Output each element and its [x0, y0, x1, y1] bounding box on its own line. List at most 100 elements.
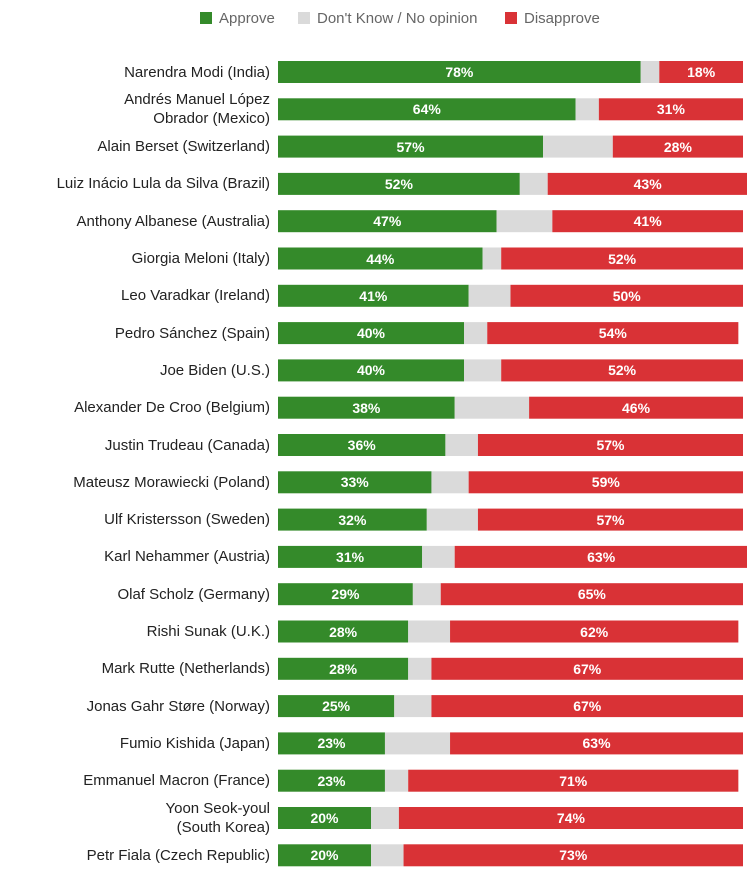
bar-segment-dont-know — [408, 620, 451, 643]
data-label-approve: 28% — [329, 623, 358, 640]
bar-segment-disapprove — [659, 61, 743, 83]
legend-swatch-approve — [200, 12, 212, 24]
bar-segment-disapprove — [477, 434, 743, 456]
bar-segment-approve — [278, 359, 464, 382]
data-label-approve: 32% — [338, 511, 367, 528]
bar-segment-disapprove — [450, 732, 743, 755]
bar-segment-dont-know — [575, 98, 599, 121]
bar-segment-approve — [278, 61, 641, 83]
bar-segment-disapprove — [487, 322, 739, 345]
bar-segment-disapprove — [598, 98, 743, 121]
bar-segment-dont-know — [408, 657, 432, 680]
bar-segment-approve — [278, 732, 385, 755]
category-label-line: Rishi Sunak (U.K.) — [146, 623, 270, 640]
bar-segment-approve — [278, 844, 371, 867]
category-label-line: Alain Berset (Switzerland) — [97, 138, 270, 156]
data-label-approve: 29% — [331, 586, 360, 603]
data-label-disapprove: 63% — [587, 548, 616, 565]
bar-segment-disapprove — [398, 807, 743, 829]
bar-segment-dont-know — [371, 807, 399, 829]
category-label: Petr Fiala (Czech Republic) — [0, 846, 270, 865]
bar-segment-approve — [278, 583, 413, 606]
bar-segment-approve — [278, 508, 427, 531]
category-label: Giorgia Meloni (Italy) — [0, 249, 270, 268]
category-label-line: Alexander De Croo (Belgium) — [74, 399, 270, 417]
data-label-approve: 31% — [336, 548, 365, 565]
data-label-approve: 23% — [317, 735, 346, 752]
bar-segment-disapprove — [408, 769, 739, 792]
category-label-line: Karl Nehammer (Austria) — [104, 548, 270, 566]
category-label: Rishi Sunak (U.K.) — [0, 622, 270, 641]
category-label: Alain Berset (Switzerland) — [0, 137, 270, 156]
category-label: Ulf Kristersson (Sweden) — [0, 510, 270, 529]
category-label: Yoon Seok-youl (South Korea) — [0, 799, 270, 837]
bar-segment-dont-know — [384, 769, 409, 792]
category-label-line: Ulf Kristersson (Sweden) — [104, 511, 270, 529]
category-label-line: Joe Biden (U.S.) — [159, 361, 270, 379]
bar-segment-approve — [278, 434, 446, 456]
category-label: Pedro Sánchez (Spain) — [0, 324, 270, 343]
category-label: Fumio Kishida (Japan) — [0, 734, 270, 753]
legend: Approve Don't Know / No opinion Disappro… — [0, 6, 747, 30]
category-label: Narendra Modi (India) — [0, 63, 270, 82]
data-label-disapprove: 43% — [633, 175, 662, 192]
bar-segment-dont-know — [464, 359, 502, 382]
legend-swatch-disapprove — [505, 12, 517, 24]
bar-segment-disapprove — [552, 210, 743, 233]
data-label-approve: 23% — [317, 772, 346, 789]
bar-segment-dont-know — [464, 322, 488, 345]
bar-segment-disapprove — [403, 844, 743, 867]
category-label: Andrés Manuel López Obrador (Mexico) — [0, 90, 270, 128]
bar-segment-disapprove — [431, 695, 743, 718]
data-label-approve: 33% — [340, 474, 369, 491]
bar-segment-approve — [278, 396, 455, 419]
bar-segment-approve — [278, 210, 497, 233]
bar-segment-approve — [278, 769, 385, 792]
bar-segment-dont-know — [496, 210, 553, 233]
data-label-approve: 40% — [356, 362, 386, 379]
bar-segment-dont-know — [371, 844, 404, 867]
bar-segment-disapprove — [612, 135, 743, 158]
category-label: Luiz Inácio Lula da Silva (Brazil) — [0, 174, 270, 193]
category-label-line: Pedro Sánchez (Spain) — [114, 324, 270, 342]
data-label-disapprove: 71% — [559, 772, 588, 789]
data-label-disapprove: 62% — [580, 623, 609, 640]
bar-segment-disapprove — [454, 545, 747, 568]
category-label: Alexander De Croo (Belgium) — [0, 398, 270, 417]
category-label: Karl Nehammer (Austria) — [0, 547, 270, 566]
bar-segment-disapprove — [468, 471, 743, 494]
category-label: Justin Trudeau (Canada) — [0, 436, 270, 455]
bar-segment-disapprove — [450, 620, 739, 643]
data-label-disapprove: 52% — [608, 250, 637, 267]
bar-segment-disapprove — [510, 284, 743, 307]
category-label-line: Yoon Seok-youl — [165, 800, 270, 817]
data-label-disapprove: 74% — [556, 810, 585, 826]
legend-label-dont-know: Don't Know / No opinion — [317, 9, 478, 27]
bar-segment-disapprove — [431, 657, 743, 680]
data-label-disapprove: 31% — [656, 101, 685, 118]
category-label-line: Leo Varadkar (Ireland) — [121, 287, 270, 305]
category-label-line: Olaf Scholz (Germany) — [117, 585, 270, 603]
bar-segment-approve — [278, 247, 483, 270]
legend-label-approve: Approve — [219, 9, 275, 27]
category-label-line: Luiz Inácio Lula da Silva (Brazil) — [56, 175, 270, 193]
bar-segment-disapprove — [477, 508, 743, 531]
data-label-approve: 47% — [373, 213, 402, 230]
category-label-line: (South Korea) — [176, 819, 270, 836]
bar-segment-dont-know — [482, 247, 502, 270]
data-label-approve: 25% — [322, 698, 351, 715]
bar-segment-approve — [278, 471, 432, 494]
bar-segment-approve — [278, 284, 469, 307]
category-label-line: Anthony Albanese (Australia) — [76, 212, 270, 230]
bar-segment-dont-know — [543, 135, 613, 158]
data-label-disapprove: 67% — [573, 698, 602, 715]
data-label-approve: 41% — [359, 287, 388, 304]
bar-segment-dont-know — [640, 61, 660, 83]
data-label-disapprove: 50% — [612, 287, 641, 304]
legend-item-disapprove: Disapprove — [505, 6, 600, 30]
data-label-approve: 38% — [352, 399, 381, 416]
data-label-disapprove: 65% — [577, 586, 606, 603]
data-label-disapprove: 73% — [559, 847, 588, 864]
category-label: Olaf Scholz (Germany) — [0, 585, 270, 604]
